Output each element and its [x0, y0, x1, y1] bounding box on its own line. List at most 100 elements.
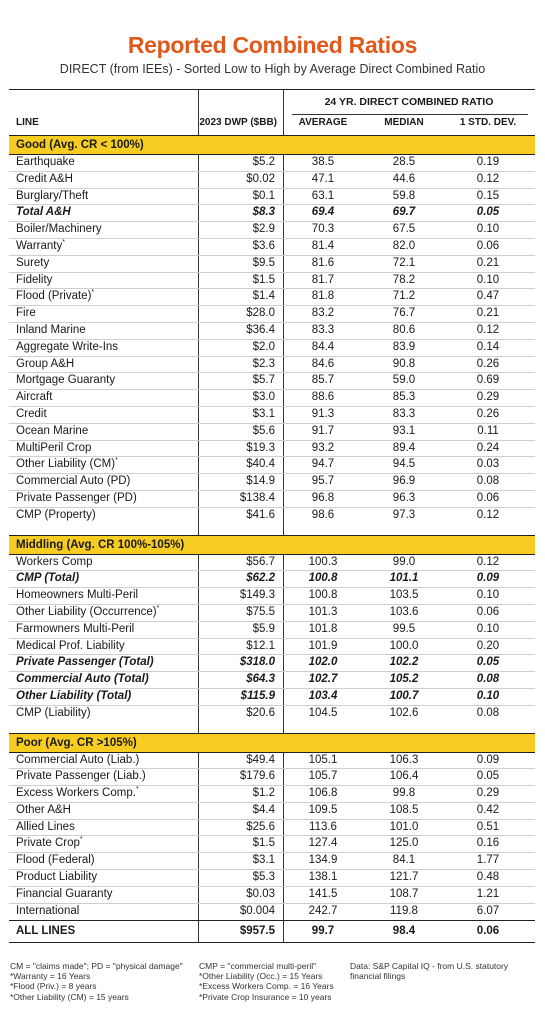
- row-line: Credit: [16, 408, 47, 420]
- row-average: 47.1: [311, 172, 335, 185]
- row-dwp: $64.3: [246, 673, 275, 686]
- footnote: *Other Liability (CM) = 15 years: [10, 991, 129, 1002]
- row-average: 104.5: [308, 706, 338, 719]
- row-line: Burglary/Theft: [16, 190, 88, 202]
- row-line-text: Warranty: [16, 239, 63, 252]
- table-row: CMP (Liability) $20.6 104.5 102.6 0.08: [9, 706, 535, 723]
- row-line: Other Liability (CM)*: [16, 458, 118, 471]
- row-average: 96.8: [311, 491, 335, 504]
- row-line: Boiler/Machinery: [16, 223, 102, 235]
- row-line: International: [16, 905, 79, 917]
- row-average: 84.6: [311, 357, 335, 370]
- row-line: Aggregate Write-Ins: [16, 341, 118, 353]
- row-line-text: Workers Comp: [16, 555, 93, 568]
- table-row: Fidelity $1.5 81.7 78.2 0.10: [9, 273, 535, 290]
- row-line: Mortgage Guaranty: [16, 374, 115, 386]
- row-std-dev: 0.26: [476, 357, 500, 370]
- total-line: ALL LINES: [16, 925, 76, 938]
- row-average: 85.7: [311, 374, 335, 387]
- table-row: Earthquake $5.2 38.5 28.5 0.19: [9, 155, 535, 172]
- row-std-dev: 0.51: [476, 820, 500, 833]
- row-std-dev: 0.42: [476, 803, 500, 816]
- row-dwp: $0.03: [246, 887, 275, 900]
- row-line: MultiPeril Crop: [16, 442, 91, 454]
- row-median: 100.0: [389, 639, 419, 652]
- row-dwp: $41.6: [246, 508, 275, 521]
- row-line-text: Commercial Auto (PD): [16, 475, 131, 488]
- row-line: Flood (Federal): [16, 854, 95, 866]
- row-std-dev: 0.16: [476, 837, 500, 850]
- row-line-text: Inland Marine: [16, 323, 86, 336]
- row-average: 101.3: [308, 605, 338, 618]
- row-std-dev: 0.69: [476, 374, 500, 387]
- row-line-text: Private Passenger (PD): [16, 491, 137, 504]
- row-line-text: CMP (Property): [16, 508, 96, 521]
- row-median: 94.5: [392, 458, 416, 471]
- footnote-marker: *: [79, 836, 83, 844]
- table-row: Warranty* $3.6 81.4 82.0 0.06: [9, 239, 535, 256]
- footnote: *Other Liability (Occ.) = 15 Years: [199, 971, 323, 982]
- row-line-text: Boiler/Machinery: [16, 223, 102, 236]
- row-median: 84.1: [392, 854, 416, 867]
- row-line: Private Passenger (PD): [16, 492, 137, 504]
- section-title: Good (Avg. CR < 100%): [16, 139, 144, 151]
- row-line-text: Excess Workers Comp.: [16, 787, 136, 800]
- table-row: Other Liability (CM)* $40.4 94.7 94.5 0.03: [9, 457, 535, 475]
- row-average: 98.6: [311, 508, 335, 521]
- row-median: 69.7: [392, 206, 416, 219]
- row-median: 103.6: [389, 605, 419, 618]
- row-std-dev: 1.77: [476, 854, 500, 867]
- row-average: 83.2: [311, 307, 335, 320]
- row-std-dev: 0.12: [476, 555, 500, 568]
- row-line: Total A&H: [16, 206, 71, 218]
- row-line-text: Earthquake: [16, 156, 75, 168]
- header-std-dev: 1 STD. DEV.: [459, 117, 517, 128]
- row-line-text: Allied Lines: [16, 820, 75, 833]
- row-median: 99.5: [392, 622, 416, 635]
- column-divider: [198, 90, 199, 943]
- row-line: CMP (Property): [16, 509, 96, 521]
- row-dwp: $115.9: [240, 689, 275, 702]
- row-std-dev: 0.29: [476, 787, 500, 800]
- row-dwp: $0.004: [239, 904, 275, 917]
- footnote-marker: *: [135, 786, 139, 794]
- row-line-text: Aggregate Write-Ins: [16, 340, 119, 353]
- row-median: 99.0: [392, 555, 416, 568]
- footnote: *Private Crop Insurance = 10 years: [199, 991, 332, 1002]
- row-line: Private Passenger (Liab.): [16, 770, 146, 782]
- row-dwp: $149.3: [239, 589, 275, 602]
- table-row: Flood (Private)* $1.4 81.8 71.2 0.47: [9, 289, 535, 307]
- row-dwp: $138.4: [239, 491, 275, 504]
- row-line-text: Other A&H: [16, 803, 71, 816]
- row-std-dev: 1.21: [476, 887, 500, 900]
- footnote: Data: S&P Capital IQ - from U.S. statuto…: [350, 961, 509, 971]
- row-std-dev: 0.06: [476, 605, 500, 618]
- row-median: 102.6: [389, 706, 419, 719]
- row-average: 83.3: [311, 323, 335, 336]
- table-row: MultiPeril Crop $19.3 93.2 89.4 0.24: [9, 441, 535, 458]
- row-median: 80.6: [392, 323, 416, 336]
- row-std-dev: 0.14: [476, 340, 500, 353]
- row-line: Surety: [16, 257, 49, 269]
- table-row: Commercial Auto (Liab.) $49.4 105.1 106.3 0.…: [9, 753, 535, 770]
- row-line: Medical Prof. Liability: [16, 640, 125, 652]
- row-line-text: Flood (Federal): [16, 854, 95, 867]
- row-median: 121.7: [389, 871, 419, 884]
- row-dwp: $12.1: [246, 639, 275, 652]
- row-std-dev: 0.05: [476, 770, 500, 783]
- row-line-text: CMP (Total): [16, 572, 80, 585]
- row-dwp: $8.3: [252, 206, 275, 219]
- row-line-text: Ocean Marine: [16, 424, 89, 437]
- row-average: 81.4: [311, 239, 335, 252]
- row-average: 69.4: [311, 206, 335, 219]
- row-std-dev: 0.05: [476, 656, 500, 669]
- row-line-text: Private Passenger (Liab.): [16, 770, 146, 783]
- section-header: Good (Avg. CR < 100%): [9, 136, 535, 155]
- row-average: 101.9: [308, 639, 338, 652]
- table-row: Total A&H $8.3 69.4 69.7 0.05: [9, 205, 535, 223]
- table-row: Commercial Auto (Total) $64.3 102.7 105.2 0.…: [9, 672, 535, 689]
- table-row: Burglary/Theft $0.1 63.1 59.8 0.15: [9, 189, 535, 206]
- footnote: *Flood (Priv.) = 8 years: [10, 981, 97, 992]
- row-average: 102.0: [308, 656, 338, 669]
- row-std-dev: 0.10: [476, 589, 500, 602]
